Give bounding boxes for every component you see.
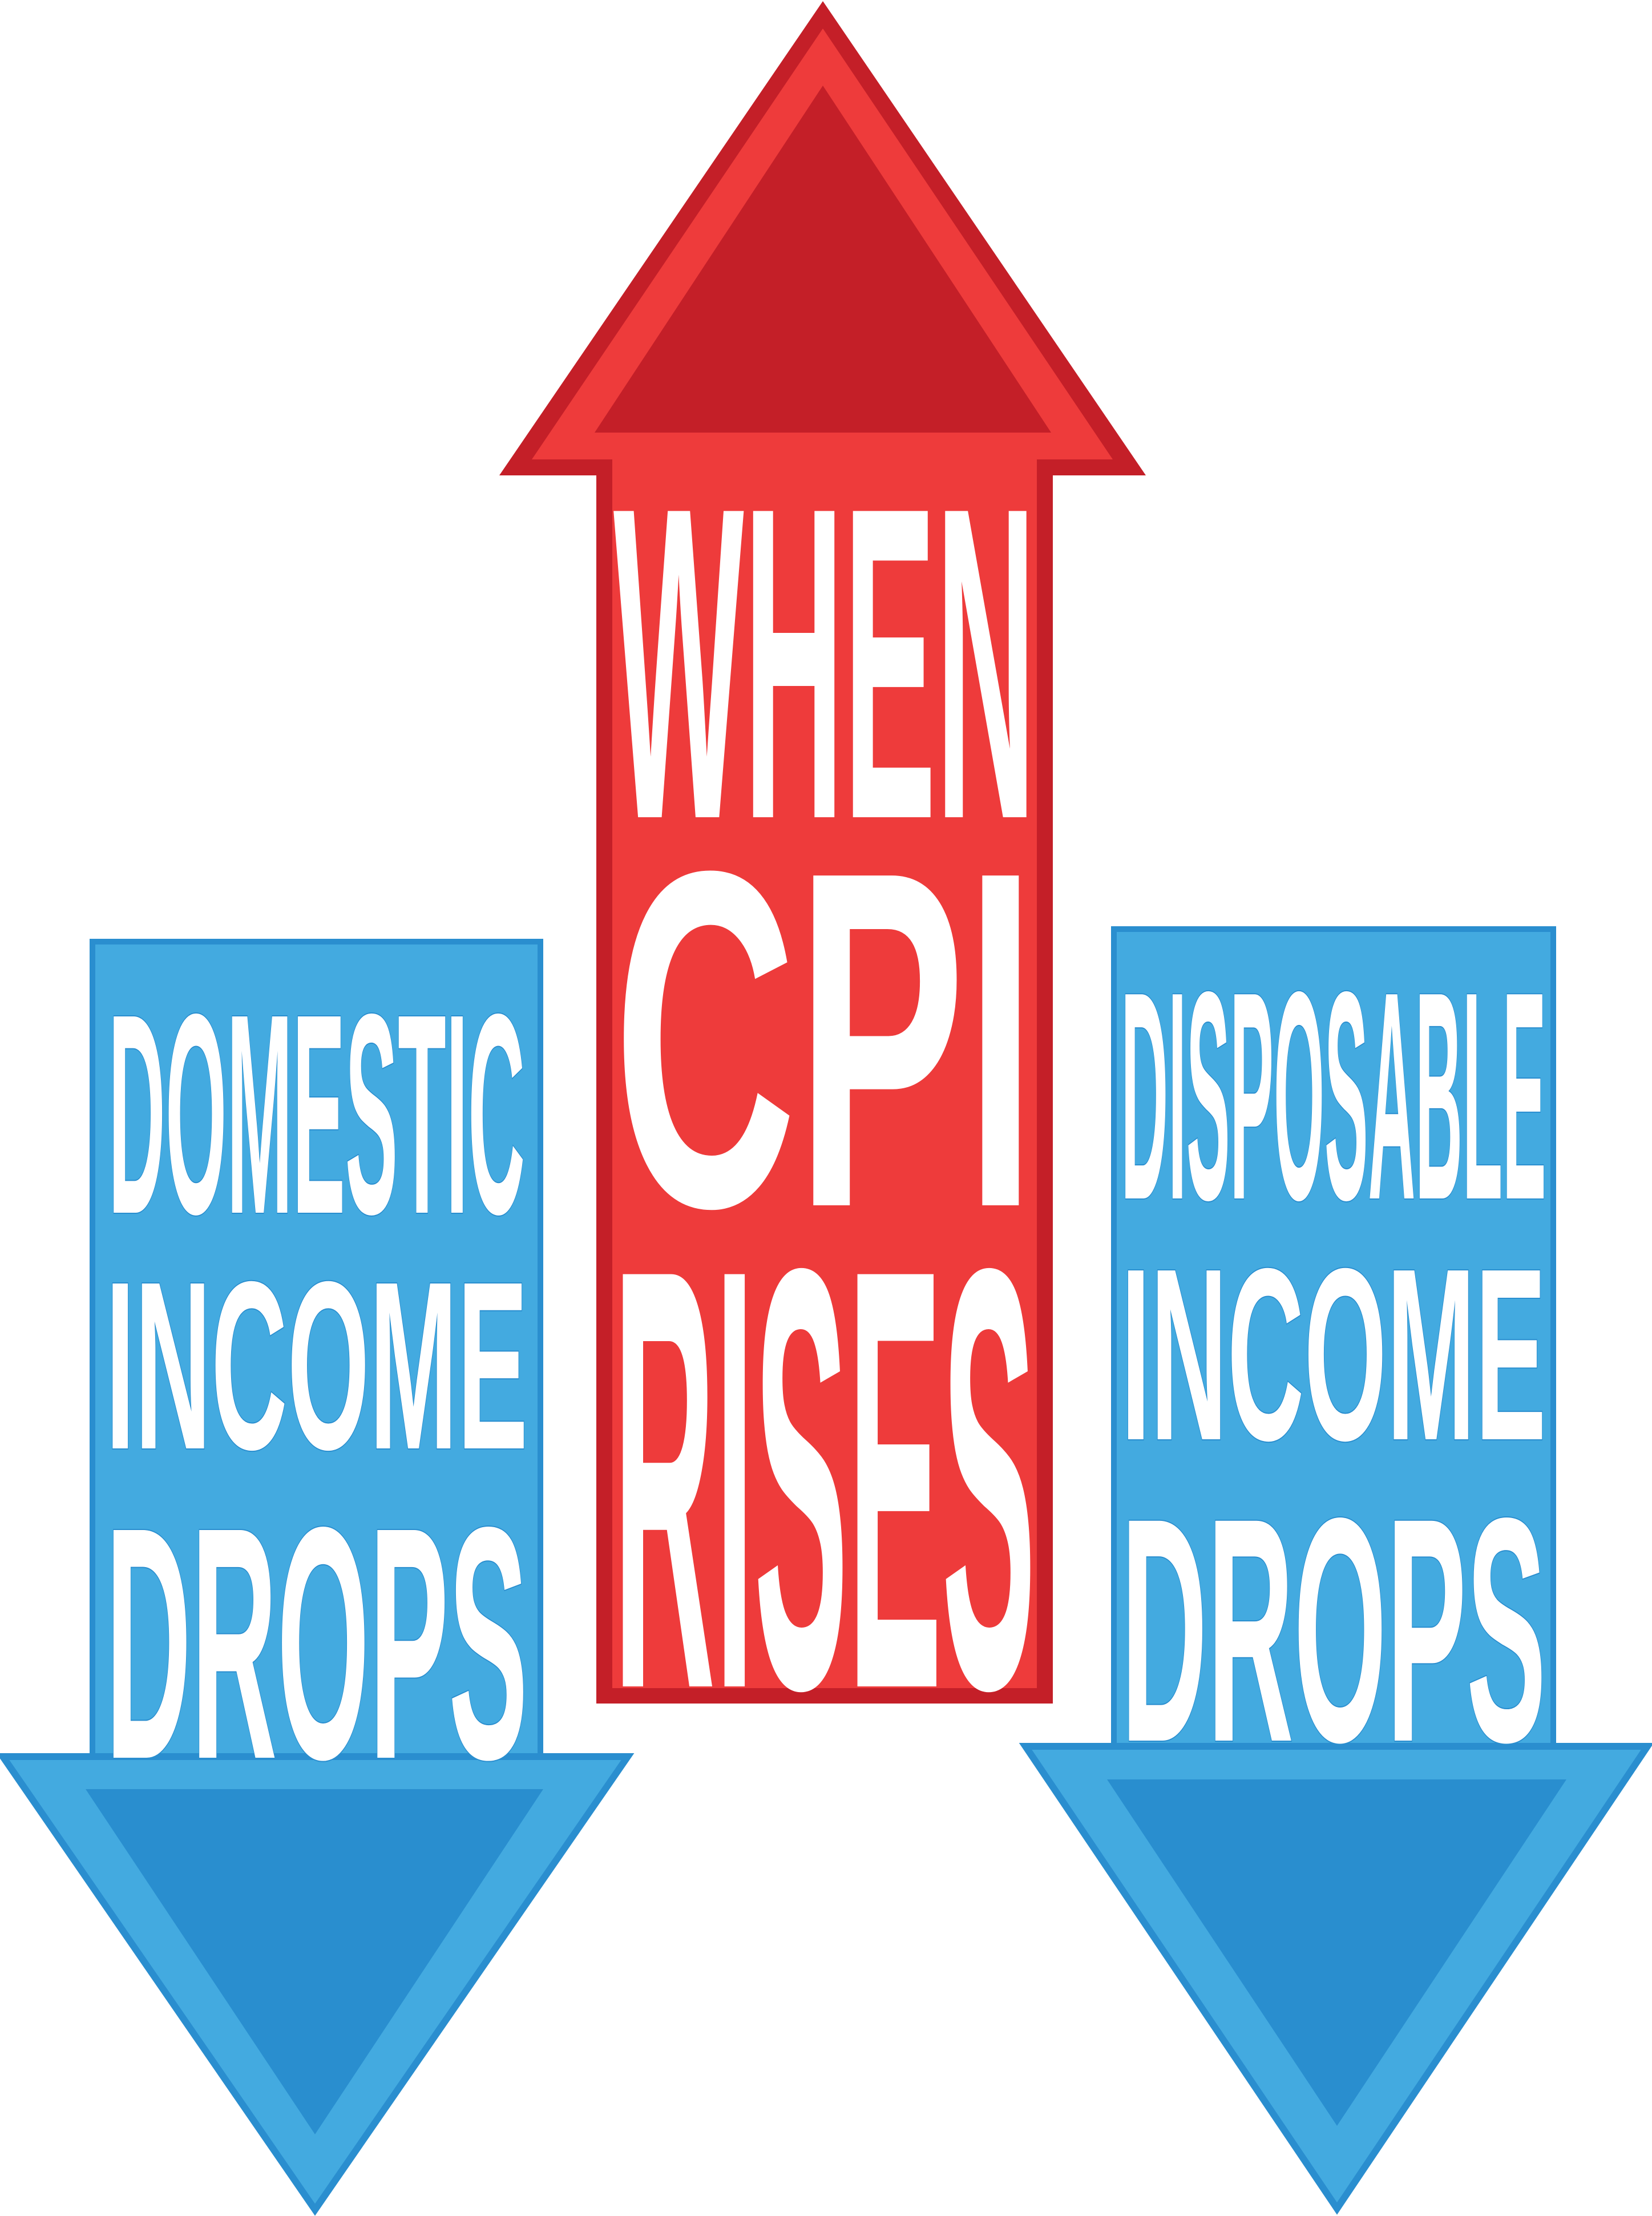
- center-arrowhead-inner: [595, 86, 1051, 433]
- left-arrow-line2: INCOME: [106, 1232, 528, 1500]
- left-arrow-line3: DROPS: [106, 1458, 528, 1828]
- left-arrowhead-inner: [86, 1789, 543, 2134]
- right-arrow-line2: INCOME: [1121, 1218, 1546, 1492]
- center-arrow-line3: RISES: [613, 1144, 1036, 1814]
- right-down-arrow: DISPOSABLE INCOME DROPS: [1019, 926, 1652, 2215]
- right-arrow-line3: DROPS: [1121, 1451, 1546, 1809]
- center-arrow-fill: [532, 29, 1113, 1688]
- center-up-arrow: WHEN CPI RISES: [499, 1, 1146, 1814]
- right-arrow-line1: DISPOSABLE: [1121, 930, 1546, 1262]
- left-down-arrow: DOMESTIC INCOME DROPS: [0, 939, 635, 2216]
- left-arrow-shaft: [90, 939, 543, 1761]
- center-arrow-line1: WHEN: [613, 415, 1036, 912]
- right-arrowhead-inner: [1107, 1779, 1566, 2126]
- left-arrow-line1: DOMESTIC: [108, 954, 525, 1273]
- center-arrow-line2: CPI: [613, 772, 1036, 1307]
